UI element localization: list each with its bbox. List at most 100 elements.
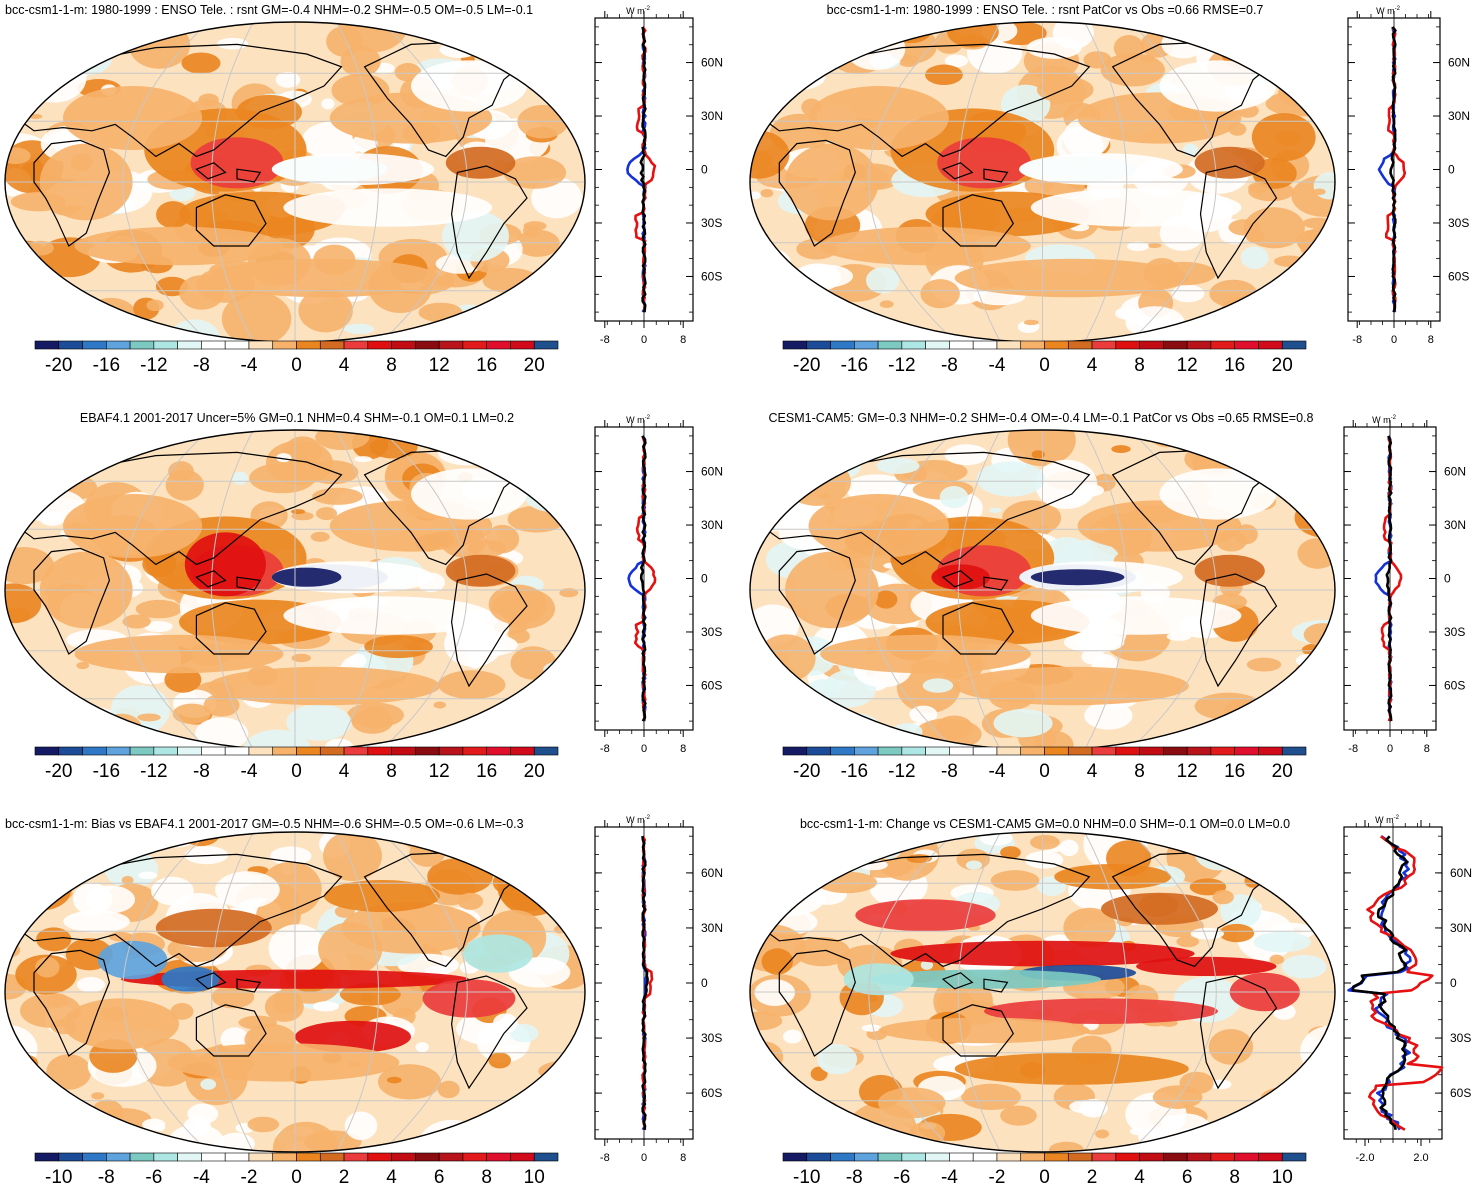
map-field-blob (874, 590, 898, 609)
colorbar-tick-label: 16 (476, 355, 497, 376)
map-field-blob (19, 702, 64, 732)
colorbar-tick-label: 4 (339, 761, 350, 782)
colorbar-tick-label: -20 (793, 761, 820, 782)
colorbar-tick-label: 2 (339, 1167, 350, 1187)
map-field-blob (783, 458, 851, 506)
colorbar-swatch (1186, 746, 1212, 756)
map-field-blob (1295, 85, 1322, 100)
map-field-blob (922, 678, 954, 693)
profile-lat-label: 60N (1444, 465, 1466, 479)
colorbar-swatch (1139, 1152, 1164, 1162)
map-field-blob (1205, 327, 1242, 341)
map-field-blob (509, 1024, 539, 1043)
colorbar-swatch (1258, 340, 1283, 350)
map-field-blob (782, 464, 809, 476)
map-field-blob (110, 685, 170, 735)
map-field-blob (569, 440, 585, 462)
map-anomaly-blob (411, 60, 527, 112)
map-field-blob (168, 319, 221, 342)
coastline (33, 139, 111, 247)
colorbar-swatch (972, 340, 998, 350)
colorbar-6: -10 -8 -6 -4 -2 0 2 4 6 8 10 (782, 1152, 1307, 1187)
map-anomaly-blob (931, 564, 990, 590)
colorbar-swatch (224, 340, 250, 350)
map-field-blob (142, 22, 158, 33)
panel-title-6: bcc-csm1-1-m: Change vs CESM1-CAM5 GM=0.… (800, 817, 1290, 831)
map-field-blob (466, 653, 484, 669)
map-field-blob (822, 1123, 890, 1152)
profile-lat-label: 60S (1448, 269, 1469, 283)
colorbar-tick-label: 0 (1039, 355, 1050, 376)
map-field-blob (520, 455, 562, 472)
map-field-blob (1292, 871, 1330, 894)
colorbar-tick-label: 8 (1134, 761, 1145, 782)
colorbar-swatch (224, 746, 250, 756)
profile-lat-label: 30N (1450, 921, 1472, 935)
map-field-blob (43, 459, 77, 486)
map-field-blob (925, 64, 963, 86)
map-anomaly-blob (155, 908, 272, 948)
map-field-blob (489, 1126, 526, 1152)
map-graticule (5, 430, 585, 750)
map-field-blob (6, 711, 50, 738)
colorbar-swatch (1067, 340, 1093, 350)
map-panel-5 (4, 831, 586, 1153)
map-field-blob (272, 1121, 339, 1152)
map-field-blob (181, 52, 221, 74)
map-field-blob (135, 599, 183, 619)
map-anomaly-blob (63, 494, 203, 558)
map-field-blob (1150, 430, 1183, 448)
colorbar-tick-label: 4 (1134, 1167, 1145, 1187)
profile-x-tick-label: 8 (680, 743, 686, 755)
coastline (778, 949, 856, 1057)
map-field-blob (409, 1133, 478, 1152)
coastline (941, 570, 974, 588)
colorbar-swatch (153, 1152, 178, 1162)
map-field-blob (168, 461, 194, 483)
map-field-blob (35, 308, 87, 333)
colorbar-tick-label: 0 (291, 1167, 302, 1187)
profile-lat-label: 30N (701, 109, 723, 123)
colorbar-tick-label: 4 (1087, 355, 1098, 376)
map-field-blob (805, 438, 843, 458)
map-anomaly-blob (184, 532, 266, 597)
colorbar-tick-label: 16 (1224, 761, 1245, 782)
colorbar-swatch (1186, 1152, 1212, 1162)
profile-x-tick-label: -8 (600, 334, 610, 346)
profile-lat-label: 60S (701, 678, 722, 692)
map-field-blob (22, 52, 87, 103)
profile-lat-label: 60N (1450, 866, 1472, 880)
coastline (778, 547, 856, 655)
map-anomaly-blob (74, 226, 284, 266)
colorbar-swatch (1234, 746, 1259, 756)
colorbar-swatch (415, 1152, 440, 1162)
map-field-blob (817, 1044, 858, 1075)
map-field-blob (275, 71, 301, 88)
colorbar-swatch (462, 746, 487, 756)
coastline (983, 168, 1009, 183)
map-field-blob (360, 705, 391, 729)
profile-line-obs (1385, 435, 1393, 722)
map-field-blob (316, 507, 338, 521)
map-anomaly-blob (324, 880, 440, 912)
colorbar-swatch (510, 1152, 535, 1162)
colorbar-tick-label: 10 (1272, 1167, 1293, 1187)
map-field-blob (1036, 76, 1094, 104)
map-anomaly-blob (937, 137, 1031, 189)
map-field-blob (944, 444, 989, 466)
map-field-blob (492, 1013, 518, 1034)
colorbar-swatch (1044, 340, 1069, 350)
map-field-blob (1295, 662, 1318, 680)
map-field-blob (778, 1082, 798, 1093)
colorbar-swatch (1020, 746, 1045, 756)
colorbar-swatch (248, 746, 274, 756)
colorbar-swatch (854, 746, 879, 756)
map-field-blob (750, 73, 775, 103)
map-panel-4 (749, 429, 1336, 751)
profile-x-tick-label: 0 (1387, 743, 1393, 755)
map-field-blob (5, 1123, 52, 1152)
colorbar-swatch (510, 746, 535, 756)
coastline (1199, 573, 1278, 688)
map-field-blob (1313, 172, 1335, 200)
map-field-blob (1026, 37, 1082, 59)
